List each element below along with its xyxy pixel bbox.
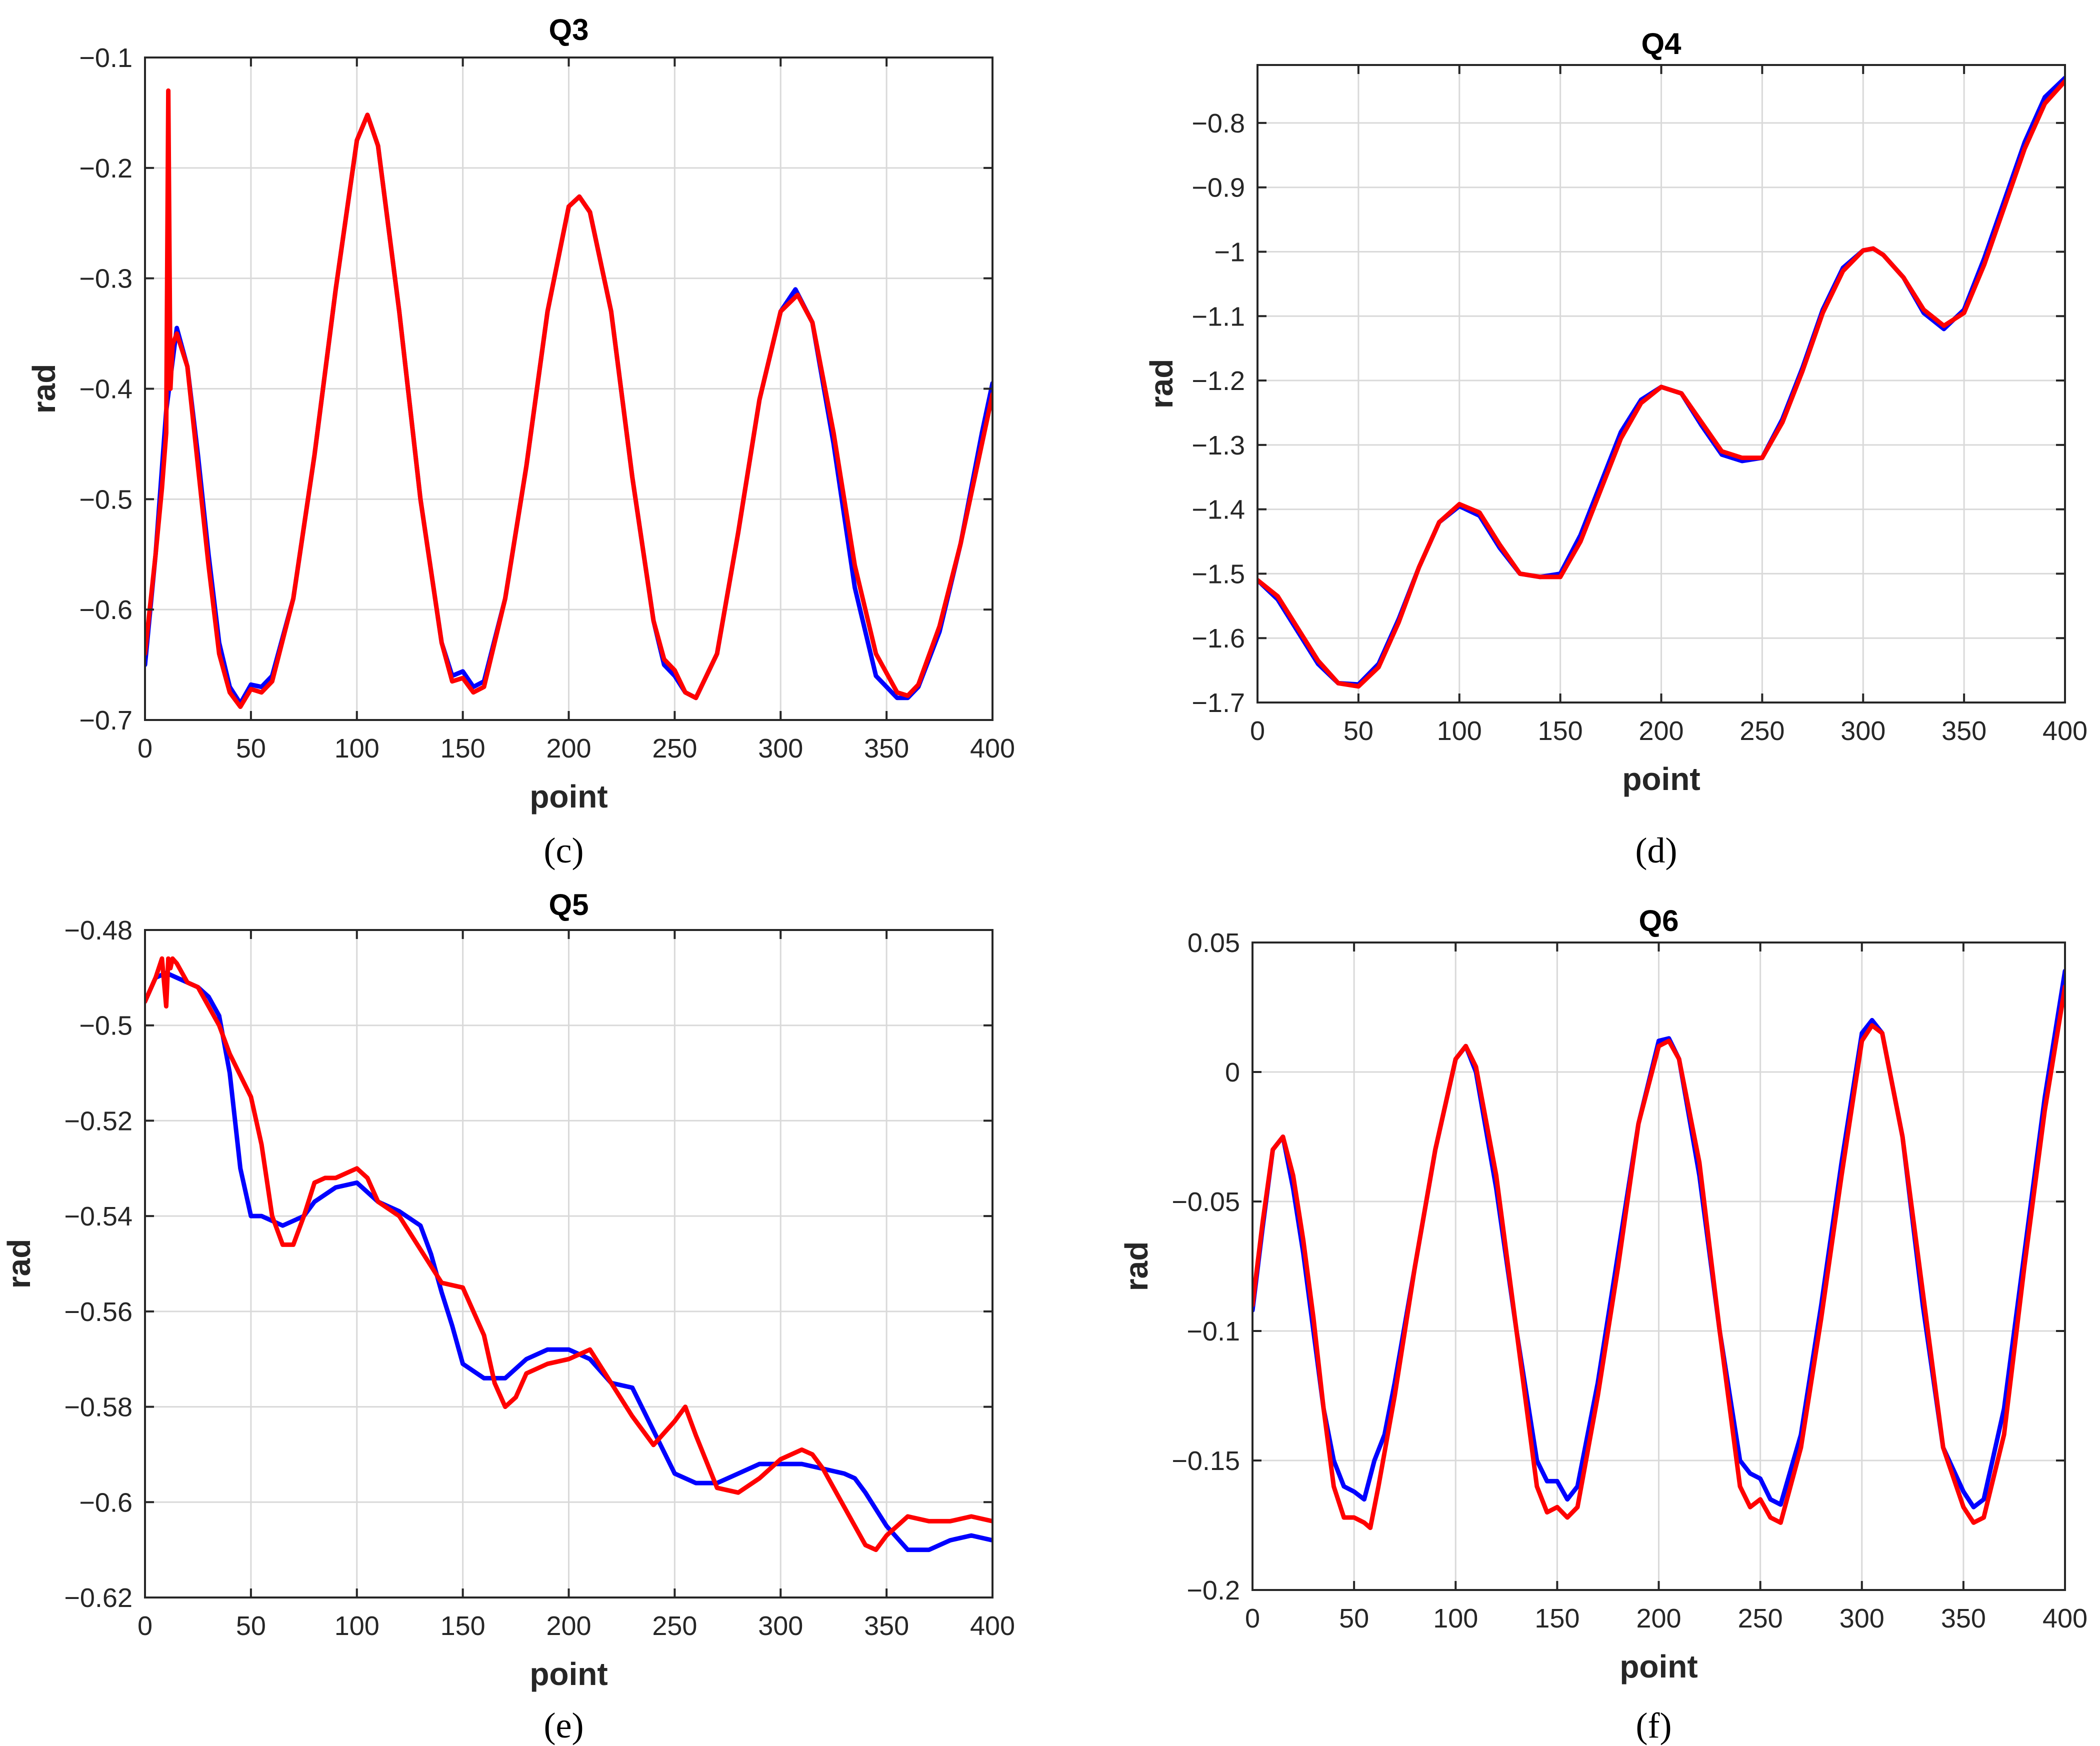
x-tick-label: 250 bbox=[652, 734, 697, 764]
x-tick-label: 150 bbox=[1538, 716, 1583, 746]
chart-title: Q6 bbox=[1638, 904, 1678, 938]
x-tick-label: 350 bbox=[864, 1611, 909, 1641]
chart-title: Q4 bbox=[1641, 27, 1682, 60]
y-tick-label: −1.3 bbox=[1192, 430, 1245, 460]
y-tick-label: 0.05 bbox=[1188, 928, 1240, 958]
y-tick-label: −0.15 bbox=[1172, 1446, 1240, 1476]
panel-e: 0 50 100 150 200 250 300 350 400 −0.62 −0.6 −0.58 −0… bbox=[1, 888, 1015, 1746]
y-tick-label: −0.56 bbox=[64, 1297, 132, 1327]
x-tick-label: 250 bbox=[652, 1611, 697, 1641]
x-axis-label: point bbox=[530, 1656, 608, 1692]
x-tick-label: 50 bbox=[1344, 716, 1374, 746]
x-tick-label: 150 bbox=[440, 1611, 486, 1641]
x-tick-label: 0 bbox=[1250, 716, 1265, 746]
y-axis-label: rad bbox=[26, 364, 62, 414]
x-tick-label: 350 bbox=[864, 734, 909, 764]
x-axis-label: point bbox=[1620, 1648, 1698, 1684]
series-line-red bbox=[1252, 984, 2065, 1530]
x-tick-label: 50 bbox=[236, 734, 266, 764]
y-axis-label: rad bbox=[1, 1239, 37, 1289]
x-tick-label: 100 bbox=[334, 734, 380, 764]
series-line-blue bbox=[145, 970, 992, 1552]
panel-d: 0 50 100 150 200 250 300 350 400 −1.7 −1.6 −1.5 −1.4… bbox=[1144, 27, 2088, 870]
y-tick-label: −0.6 bbox=[79, 595, 132, 625]
x-tick-label: 200 bbox=[546, 734, 591, 764]
series-line-red bbox=[145, 88, 992, 709]
y-tick-label: −0.52 bbox=[64, 1106, 132, 1136]
x-tick-label: 0 bbox=[138, 734, 152, 764]
y-tick-label: −1.6 bbox=[1192, 624, 1245, 654]
x-tick-label: 100 bbox=[1433, 1604, 1478, 1634]
x-tick-label: 250 bbox=[1740, 716, 1784, 746]
y-tick-label: −1.5 bbox=[1192, 559, 1245, 589]
y-tick-label: −1.2 bbox=[1192, 366, 1245, 396]
y-tick-label: −1.4 bbox=[1192, 495, 1245, 525]
y-tick-label: −0.62 bbox=[64, 1583, 132, 1613]
y-tick-label: −0.7 bbox=[79, 706, 132, 736]
x-tick-label: 100 bbox=[1437, 716, 1482, 746]
y-tick-label: −0.58 bbox=[64, 1392, 132, 1422]
y-tick-label: −0.4 bbox=[79, 374, 132, 404]
x-tick-label: 50 bbox=[1339, 1604, 1369, 1634]
y-tick-label: 0 bbox=[1225, 1058, 1240, 1088]
x-tick-label: 400 bbox=[970, 1611, 1015, 1641]
x-tick-label: 400 bbox=[2042, 716, 2088, 746]
y-axis-label: rad bbox=[1144, 359, 1180, 409]
x-axis-label: point bbox=[1622, 761, 1700, 797]
y-tick-label: −1.7 bbox=[1192, 688, 1245, 718]
x-tick-label: 300 bbox=[1840, 1604, 1884, 1634]
x-tick-label: 300 bbox=[1840, 716, 1886, 746]
x-tick-label: 400 bbox=[2042, 1604, 2088, 1634]
chart-title: Q5 bbox=[548, 888, 588, 922]
y-tick-label: −0.3 bbox=[79, 264, 132, 294]
panel-caption: (d) bbox=[1636, 830, 1678, 870]
y-tick-label: −1 bbox=[1214, 237, 1245, 267]
x-axis-label: point bbox=[530, 778, 608, 814]
y-tick-label: −0.8 bbox=[1192, 108, 1245, 138]
y-tick-label: −0.05 bbox=[1172, 1187, 1240, 1217]
x-tick-label: 200 bbox=[546, 1611, 591, 1641]
x-tick-label: 350 bbox=[1941, 1604, 1986, 1634]
chart-title: Q3 bbox=[548, 13, 588, 46]
x-tick-label: 350 bbox=[1942, 716, 1986, 746]
y-axis-label: rad bbox=[1118, 1242, 1154, 1292]
y-tick-label: −0.1 bbox=[79, 43, 132, 73]
x-tick-label: 50 bbox=[236, 1611, 266, 1641]
x-tick-label: 250 bbox=[1738, 1604, 1783, 1634]
y-tick-label: −0.9 bbox=[1192, 173, 1245, 203]
x-tick-label: 300 bbox=[758, 1611, 803, 1641]
x-tick-label: 0 bbox=[138, 1611, 152, 1641]
y-tick-label: −0.6 bbox=[79, 1488, 132, 1518]
x-tick-label: 300 bbox=[758, 734, 803, 764]
panel-c: 0 50 100 150 200 250 300 350 400 −0.7 −0.6 −0.5 −0.4… bbox=[26, 13, 1015, 870]
y-tick-label: −0.54 bbox=[64, 1202, 132, 1232]
y-tick-label: −1.1 bbox=[1192, 302, 1245, 332]
series-line-red bbox=[145, 956, 992, 1552]
x-tick-label: 150 bbox=[440, 734, 486, 764]
panel-caption: (f) bbox=[1636, 1706, 1672, 1746]
x-tick-label: 150 bbox=[1534, 1604, 1580, 1634]
y-tick-label: −0.5 bbox=[79, 1011, 132, 1041]
y-tick-label: −0.2 bbox=[1186, 1576, 1240, 1606]
x-tick-label: 400 bbox=[970, 734, 1015, 764]
y-tick-label: −0.5 bbox=[79, 484, 132, 514]
panel-caption: (e) bbox=[544, 1706, 584, 1746]
x-tick-label: 200 bbox=[1638, 716, 1684, 746]
y-tick-label: −0.2 bbox=[79, 154, 132, 184]
x-tick-label: 100 bbox=[334, 1611, 380, 1641]
y-tick-label: −0.1 bbox=[1186, 1316, 1240, 1346]
y-tick-label: −0.48 bbox=[64, 916, 132, 946]
x-tick-label: 0 bbox=[1245, 1604, 1260, 1634]
panel-f: 0 50 100 150 200 250 300 350 400 −0.2 −0.15 −0.1 −0.… bbox=[1118, 904, 2088, 1746]
x-tick-label: 200 bbox=[1636, 1604, 1681, 1634]
panel-caption: (c) bbox=[544, 830, 584, 870]
series-line-red bbox=[1258, 78, 2065, 689]
